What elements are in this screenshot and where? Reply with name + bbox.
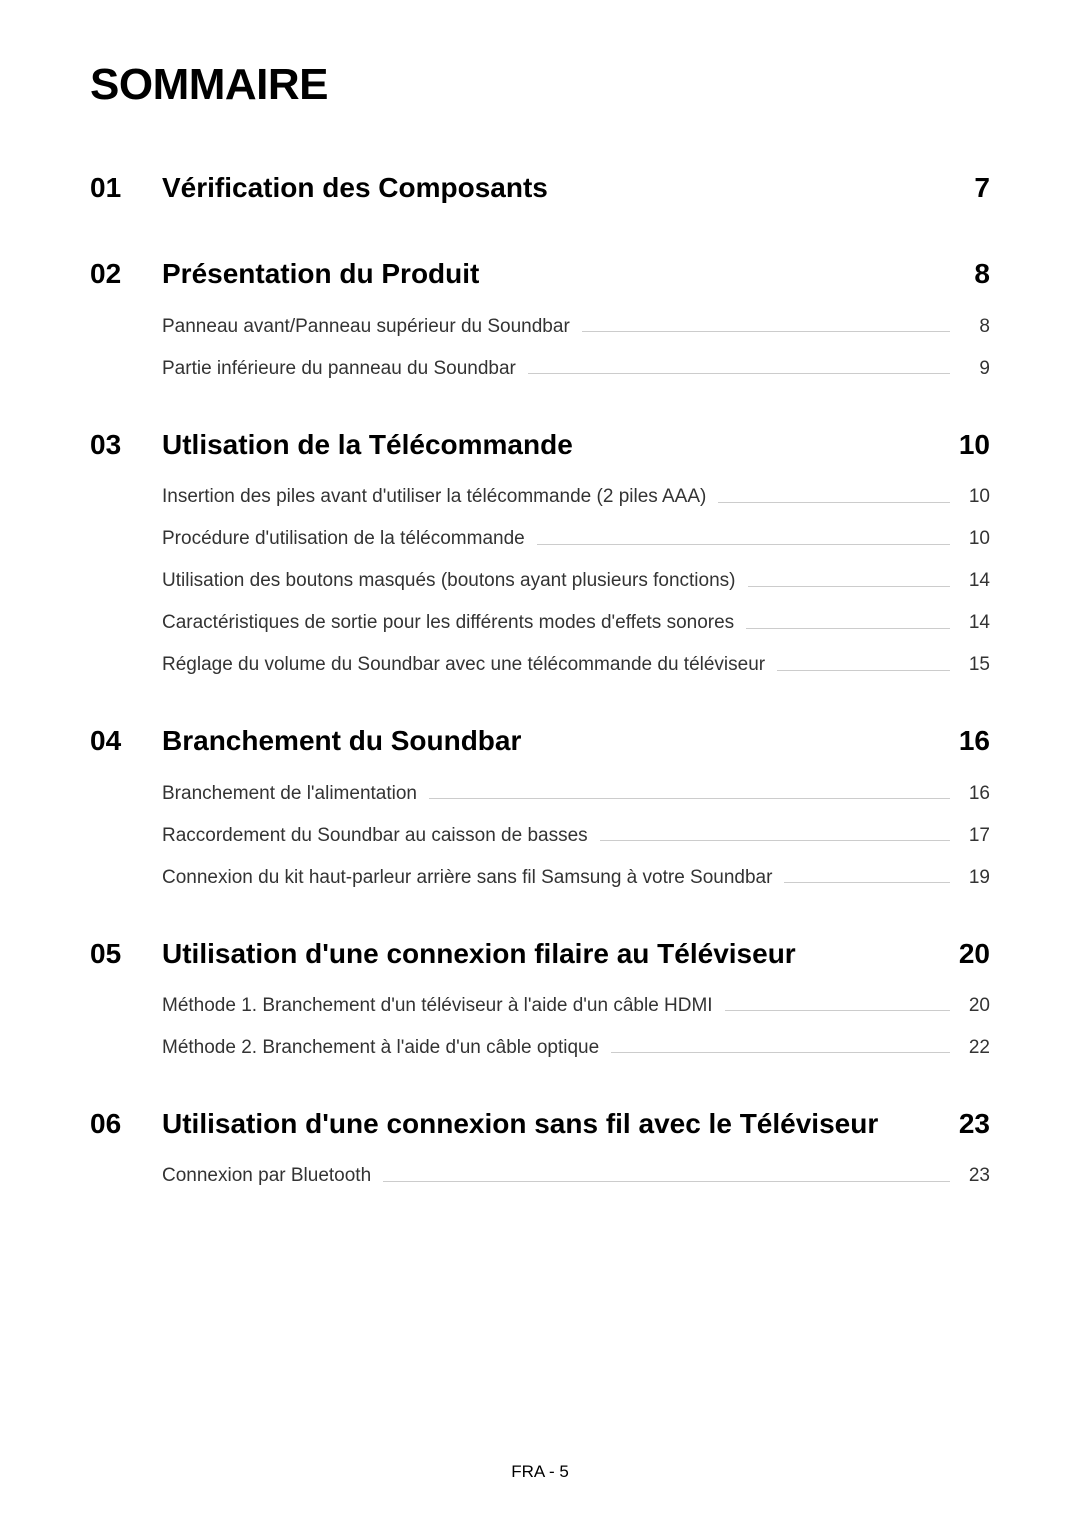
toc-subsection[interactable]: Panneau avant/Panneau supérieur du Sound… [162, 315, 990, 339]
leader-line [537, 544, 950, 545]
subsection-title: Utilisation des boutons masqués (boutons… [162, 570, 736, 592]
toc-section-header[interactable]: 01 Vérification des Composants 7 [90, 170, 990, 206]
leader-line [582, 331, 950, 332]
toc-subsection[interactable]: Méthode 1. Branchement d'un téléviseur à… [162, 994, 990, 1018]
toc-section: 01 Vérification des Composants 7 [90, 170, 990, 228]
section-page: 20 [950, 938, 990, 970]
subsection-page: 20 [962, 995, 990, 1017]
subsection-page: 10 [962, 528, 990, 550]
subsection-title: Branchement de l'alimentation [162, 783, 417, 805]
page-footer: FRA - 5 [0, 1462, 1080, 1482]
toc-subsection[interactable]: Insertion des piles avant d'utiliser la … [162, 485, 990, 509]
section-title: Vérification des Composants [162, 170, 950, 206]
subsection-page: 16 [962, 783, 990, 805]
section-number: 02 [90, 258, 162, 290]
subsection-title: Méthode 1. Branchement d'un téléviseur à… [162, 995, 713, 1017]
subsection-page: 14 [962, 570, 990, 592]
toc-section-header[interactable]: 02 Présentation du Produit 8 [90, 256, 990, 292]
leader-line [784, 882, 950, 883]
leader-line [611, 1052, 950, 1053]
section-page: 7 [950, 172, 990, 204]
subsection-title: Connexion par Bluetooth [162, 1165, 371, 1187]
subsection-page: 10 [962, 486, 990, 508]
section-title: Branchement du Soundbar [162, 723, 950, 759]
subsection-page: 22 [962, 1037, 990, 1059]
toc-subsection[interactable]: Réglage du volume du Soundbar avec une t… [162, 653, 990, 677]
section-title: Présentation du Produit [162, 256, 950, 292]
leader-line [429, 798, 950, 799]
leader-line [383, 1181, 950, 1182]
section-number: 03 [90, 429, 162, 461]
section-title: Utilisation d'une connexion sans fil ave… [162, 1106, 950, 1142]
leader-line [600, 840, 950, 841]
leader-line [528, 373, 950, 374]
subsection-title: Raccordement du Soundbar au caisson de b… [162, 825, 588, 847]
subsection-title: Insertion des piles avant d'utiliser la … [162, 486, 706, 508]
toc-section: 05 Utilisation d'une connexion filaire a… [90, 936, 990, 1078]
leader-line [746, 628, 950, 629]
subsection-title: Panneau avant/Panneau supérieur du Sound… [162, 316, 570, 338]
toc-section-header[interactable]: 06 Utilisation d'une connexion sans fil … [90, 1106, 990, 1142]
section-number: 05 [90, 938, 162, 970]
leader-line [718, 502, 950, 503]
section-number: 01 [90, 172, 162, 204]
toc-subsection[interactable]: Connexion du kit haut-parleur arrière sa… [162, 866, 990, 890]
section-title: Utlisation de la Télécommande [162, 427, 950, 463]
subsection-title: Méthode 2. Branchement à l'aide d'un câb… [162, 1037, 599, 1059]
section-page: 23 [950, 1108, 990, 1140]
subsection-page: 23 [962, 1165, 990, 1187]
toc-subsection[interactable]: Utilisation des boutons masqués (boutons… [162, 569, 990, 593]
subsection-title: Réglage du volume du Soundbar avec une t… [162, 654, 765, 676]
section-page: 8 [950, 258, 990, 290]
section-number: 06 [90, 1108, 162, 1140]
toc-section: 03 Utlisation de la Télécommande 10 Inse… [90, 427, 990, 695]
leader-line [725, 1010, 950, 1011]
subsection-title: Procédure d'utilisation de la télécomman… [162, 528, 525, 550]
toc-section: 02 Présentation du Produit 8 Panneau ava… [90, 256, 990, 398]
toc-subsection[interactable]: Raccordement du Soundbar au caisson de b… [162, 824, 990, 848]
subsection-page: 8 [962, 316, 990, 338]
section-page: 10 [950, 429, 990, 461]
subsection-page: 14 [962, 612, 990, 634]
leader-line [748, 586, 951, 587]
subsection-page: 19 [962, 867, 990, 889]
table-of-contents: 01 Vérification des Composants 7 02 Prés… [90, 170, 990, 1234]
leader-line [777, 670, 950, 671]
toc-subsection[interactable]: Procédure d'utilisation de la télécomman… [162, 527, 990, 551]
document-title: SOMMAIRE [90, 60, 990, 110]
toc-subsection[interactable]: Branchement de l'alimentation 16 [162, 782, 990, 806]
toc-section: 06 Utilisation d'une connexion sans fil … [90, 1106, 990, 1206]
subsection-page: 15 [962, 654, 990, 676]
subsection-page: 17 [962, 825, 990, 847]
section-title: Utilisation d'une connexion filaire au T… [162, 936, 950, 972]
subsection-title: Partie inférieure du panneau du Soundbar [162, 358, 516, 380]
section-page: 16 [950, 725, 990, 757]
toc-subsection[interactable]: Connexion par Bluetooth 23 [162, 1164, 990, 1188]
subsection-title: Caractéristiques de sortie pour les diff… [162, 612, 734, 634]
toc-section: 04 Branchement du Soundbar 16 Branchemen… [90, 723, 990, 907]
toc-section-header[interactable]: 05 Utilisation d'une connexion filaire a… [90, 936, 990, 972]
toc-subsection[interactable]: Méthode 2. Branchement à l'aide d'un câb… [162, 1036, 990, 1060]
subsection-title: Connexion du kit haut-parleur arrière sa… [162, 867, 772, 889]
toc-section-header[interactable]: 03 Utlisation de la Télécommande 10 [90, 427, 990, 463]
subsection-page: 9 [962, 358, 990, 380]
toc-subsection[interactable]: Partie inférieure du panneau du Soundbar… [162, 357, 990, 381]
toc-subsection[interactable]: Caractéristiques de sortie pour les diff… [162, 611, 990, 635]
toc-section-header[interactable]: 04 Branchement du Soundbar 16 [90, 723, 990, 759]
section-number: 04 [90, 725, 162, 757]
